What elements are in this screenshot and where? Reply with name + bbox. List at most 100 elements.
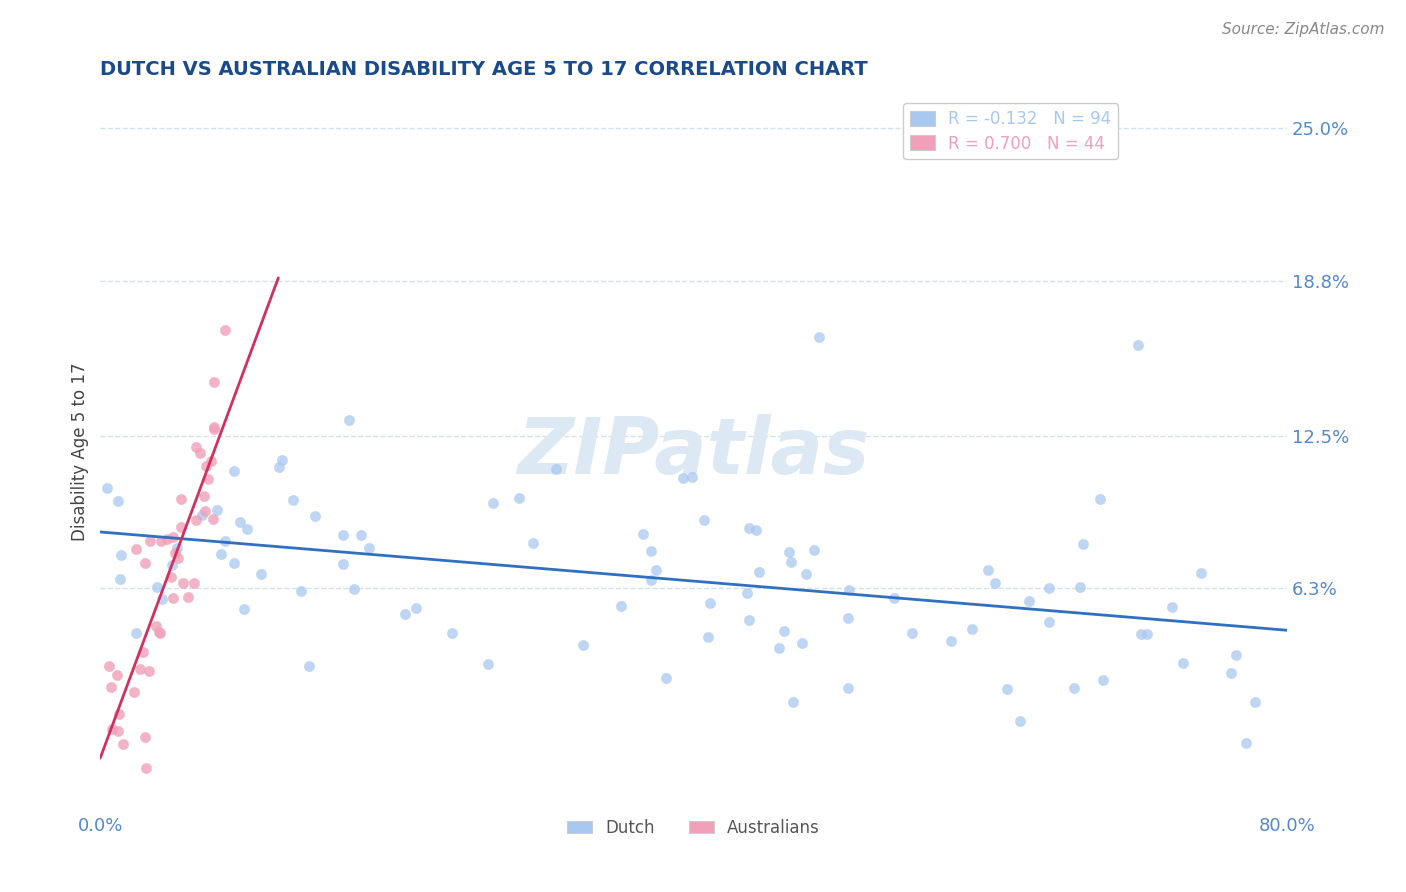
Point [794, 567, 817, 582]
Point [214, 323, 236, 337]
Point [610, 599, 633, 613]
Point [98, 658, 121, 673]
Legend: Dutch, Australians: Dutch, Australians [561, 812, 827, 843]
Point [195, 459, 218, 474]
Text: Source: ZipAtlas.com: Source: ZipAtlas.com [1222, 22, 1385, 37]
Point [748, 565, 770, 579]
Point [131, 645, 153, 659]
Point [194, 504, 217, 518]
Point [209, 547, 232, 561]
Point [837, 681, 859, 695]
Point [405, 601, 427, 615]
Point [177, 590, 200, 604]
Point [1069, 580, 1091, 594]
Point [197, 472, 219, 486]
Point [744, 523, 766, 537]
Point [125, 541, 148, 556]
Point [138, 664, 160, 678]
Point [654, 671, 676, 685]
Point [350, 527, 373, 541]
Point [1234, 736, 1257, 750]
Text: DUTCH VS AUSTRALIAN DISABILITY AGE 5 TO 17 CORRELATION CHART: DUTCH VS AUSTRALIAN DISABILITY AGE 5 TO … [100, 60, 868, 78]
Point [696, 631, 718, 645]
Point [633, 527, 655, 541]
Point [807, 330, 830, 344]
Point [202, 421, 225, 435]
Point [1136, 627, 1159, 641]
Point [477, 657, 499, 671]
Point [249, 567, 271, 582]
Point [125, 625, 148, 640]
Point [135, 761, 157, 775]
Point [1171, 656, 1194, 670]
Point [672, 471, 695, 485]
Point [233, 601, 256, 615]
Point [699, 596, 721, 610]
Point [148, 625, 170, 640]
Point [1092, 673, 1115, 687]
Point [995, 682, 1018, 697]
Point [149, 626, 172, 640]
Point [200, 454, 222, 468]
Point [186, 512, 208, 526]
Point [778, 545, 800, 559]
Point [162, 591, 184, 605]
Point [738, 614, 761, 628]
Point [332, 557, 354, 571]
Y-axis label: Disability Age 5 to 17: Disability Age 5 to 17 [72, 362, 89, 541]
Point [290, 583, 312, 598]
Point [270, 453, 292, 467]
Point [146, 580, 169, 594]
Point [738, 521, 761, 535]
Point [172, 576, 194, 591]
Point [441, 626, 464, 640]
Point [183, 575, 205, 590]
Point [1038, 581, 1060, 595]
Point [790, 636, 813, 650]
Point [1219, 666, 1241, 681]
Point [229, 515, 252, 529]
Point [96, 482, 118, 496]
Point [283, 493, 305, 508]
Point [150, 591, 173, 606]
Point [640, 543, 662, 558]
Point [156, 532, 179, 546]
Point [108, 706, 131, 721]
Point [186, 440, 208, 454]
Point [170, 491, 193, 506]
Point [129, 662, 152, 676]
Point [508, 491, 530, 505]
Point [107, 723, 129, 738]
Point [224, 556, 246, 570]
Point [202, 375, 225, 389]
Point [236, 522, 259, 536]
Point [1018, 593, 1040, 607]
Point [394, 607, 416, 621]
Point [139, 533, 162, 548]
Point [772, 624, 794, 638]
Point [692, 513, 714, 527]
Point [134, 731, 156, 745]
Point [522, 535, 544, 549]
Point [162, 530, 184, 544]
Point [207, 502, 229, 516]
Point [170, 520, 193, 534]
Point [166, 551, 188, 566]
Point [145, 618, 167, 632]
Point [159, 570, 181, 584]
Point [222, 464, 245, 478]
Point [337, 413, 360, 427]
Point [105, 667, 128, 681]
Point [838, 583, 860, 598]
Point [122, 685, 145, 699]
Point [482, 496, 505, 510]
Point [645, 563, 668, 577]
Point [111, 737, 134, 751]
Point [1038, 615, 1060, 629]
Point [544, 462, 567, 476]
Point [1225, 648, 1247, 663]
Point [901, 626, 924, 640]
Point [100, 680, 122, 694]
Point [343, 582, 366, 596]
Text: ZIPatlas: ZIPatlas [517, 414, 870, 490]
